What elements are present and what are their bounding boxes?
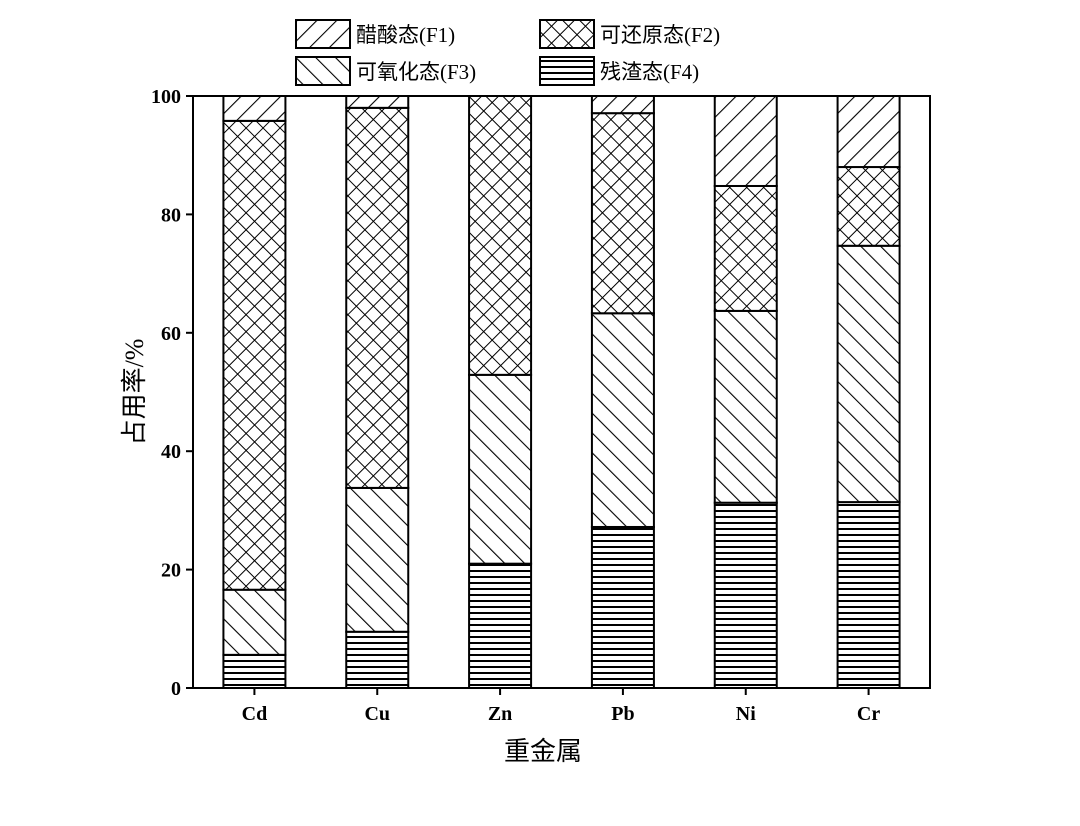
x-tick-label: Pb [611, 703, 634, 725]
y-tick-label: 80 [161, 204, 181, 226]
bar-segment-Zn-1 [468, 373, 533, 565]
bar-segment-Pb-0 [590, 525, 655, 690]
bar-segment-Pb-3 [590, 95, 655, 115]
bar-segment-Cr-2 [836, 166, 901, 247]
bar-segment-Pb-1 [590, 312, 655, 528]
bar-segment-Cr-0 [836, 501, 901, 689]
y-tick-label: 60 [161, 323, 181, 345]
y-axis-label: 占用率/% [120, 339, 149, 446]
axes: 0 20 40 60 80 100 Cd Cu Zn Pb Ni Cr [151, 86, 880, 725]
x-tick-label: Cr [857, 703, 880, 725]
bar-segment-Cu-2 [345, 106, 410, 489]
bar-segment-Pb-2 [590, 112, 655, 315]
bar-segment-Cd-2 [222, 119, 287, 591]
bar-segment-Ni-3 [713, 95, 778, 187]
plot-frame [192, 95, 931, 689]
legend-swatch [295, 56, 351, 86]
legend-swatch [295, 19, 351, 49]
bar-segment-Cd-1 [222, 588, 287, 656]
bar-segment-Cd-0 [222, 653, 287, 690]
bars [222, 95, 901, 690]
legend-swatch [539, 19, 595, 49]
legend-label: 可氧化态(F3) [356, 60, 476, 84]
bar-segment-Ni-1 [713, 309, 778, 504]
y-tick-label: 20 [161, 560, 181, 582]
bar-segment-Cr-1 [836, 244, 901, 504]
legend-label: 残渣态(F4) [600, 60, 699, 84]
bar-segment-Cr-3 [836, 95, 901, 169]
x-tick-label: Zn [488, 703, 512, 725]
bar-segment-Cu-1 [345, 486, 410, 633]
bar-segment-Cu-3 [345, 95, 410, 109]
legend-swatch [539, 56, 595, 86]
x-tick-label: Ni [736, 703, 756, 725]
x-tick-label: Cd [242, 703, 268, 725]
y-tick-label: 40 [161, 441, 181, 463]
x-axis-label: 重金属 [504, 737, 582, 766]
bar-segment-Zn-2 [468, 95, 533, 376]
y-tick-label: 100 [151, 86, 181, 108]
bar-segment-Zn-0 [468, 562, 533, 689]
legend-label: 可还原态(F2) [600, 23, 720, 47]
bar-segment-Cd-3 [222, 95, 287, 122]
bar-segment-Ni-0 [713, 501, 778, 690]
legend: 醋酸态(F1) 可还原态(F2) 可氧化态(F3) 残渣态(F4) [295, 19, 720, 86]
y-tick-label: 0 [171, 678, 181, 700]
legend-label: 醋酸态(F1) [356, 23, 455, 47]
bar-segment-Ni-2 [713, 184, 778, 312]
bar-segment-Cu-0 [345, 630, 410, 690]
x-tick-label: Cu [364, 703, 390, 725]
